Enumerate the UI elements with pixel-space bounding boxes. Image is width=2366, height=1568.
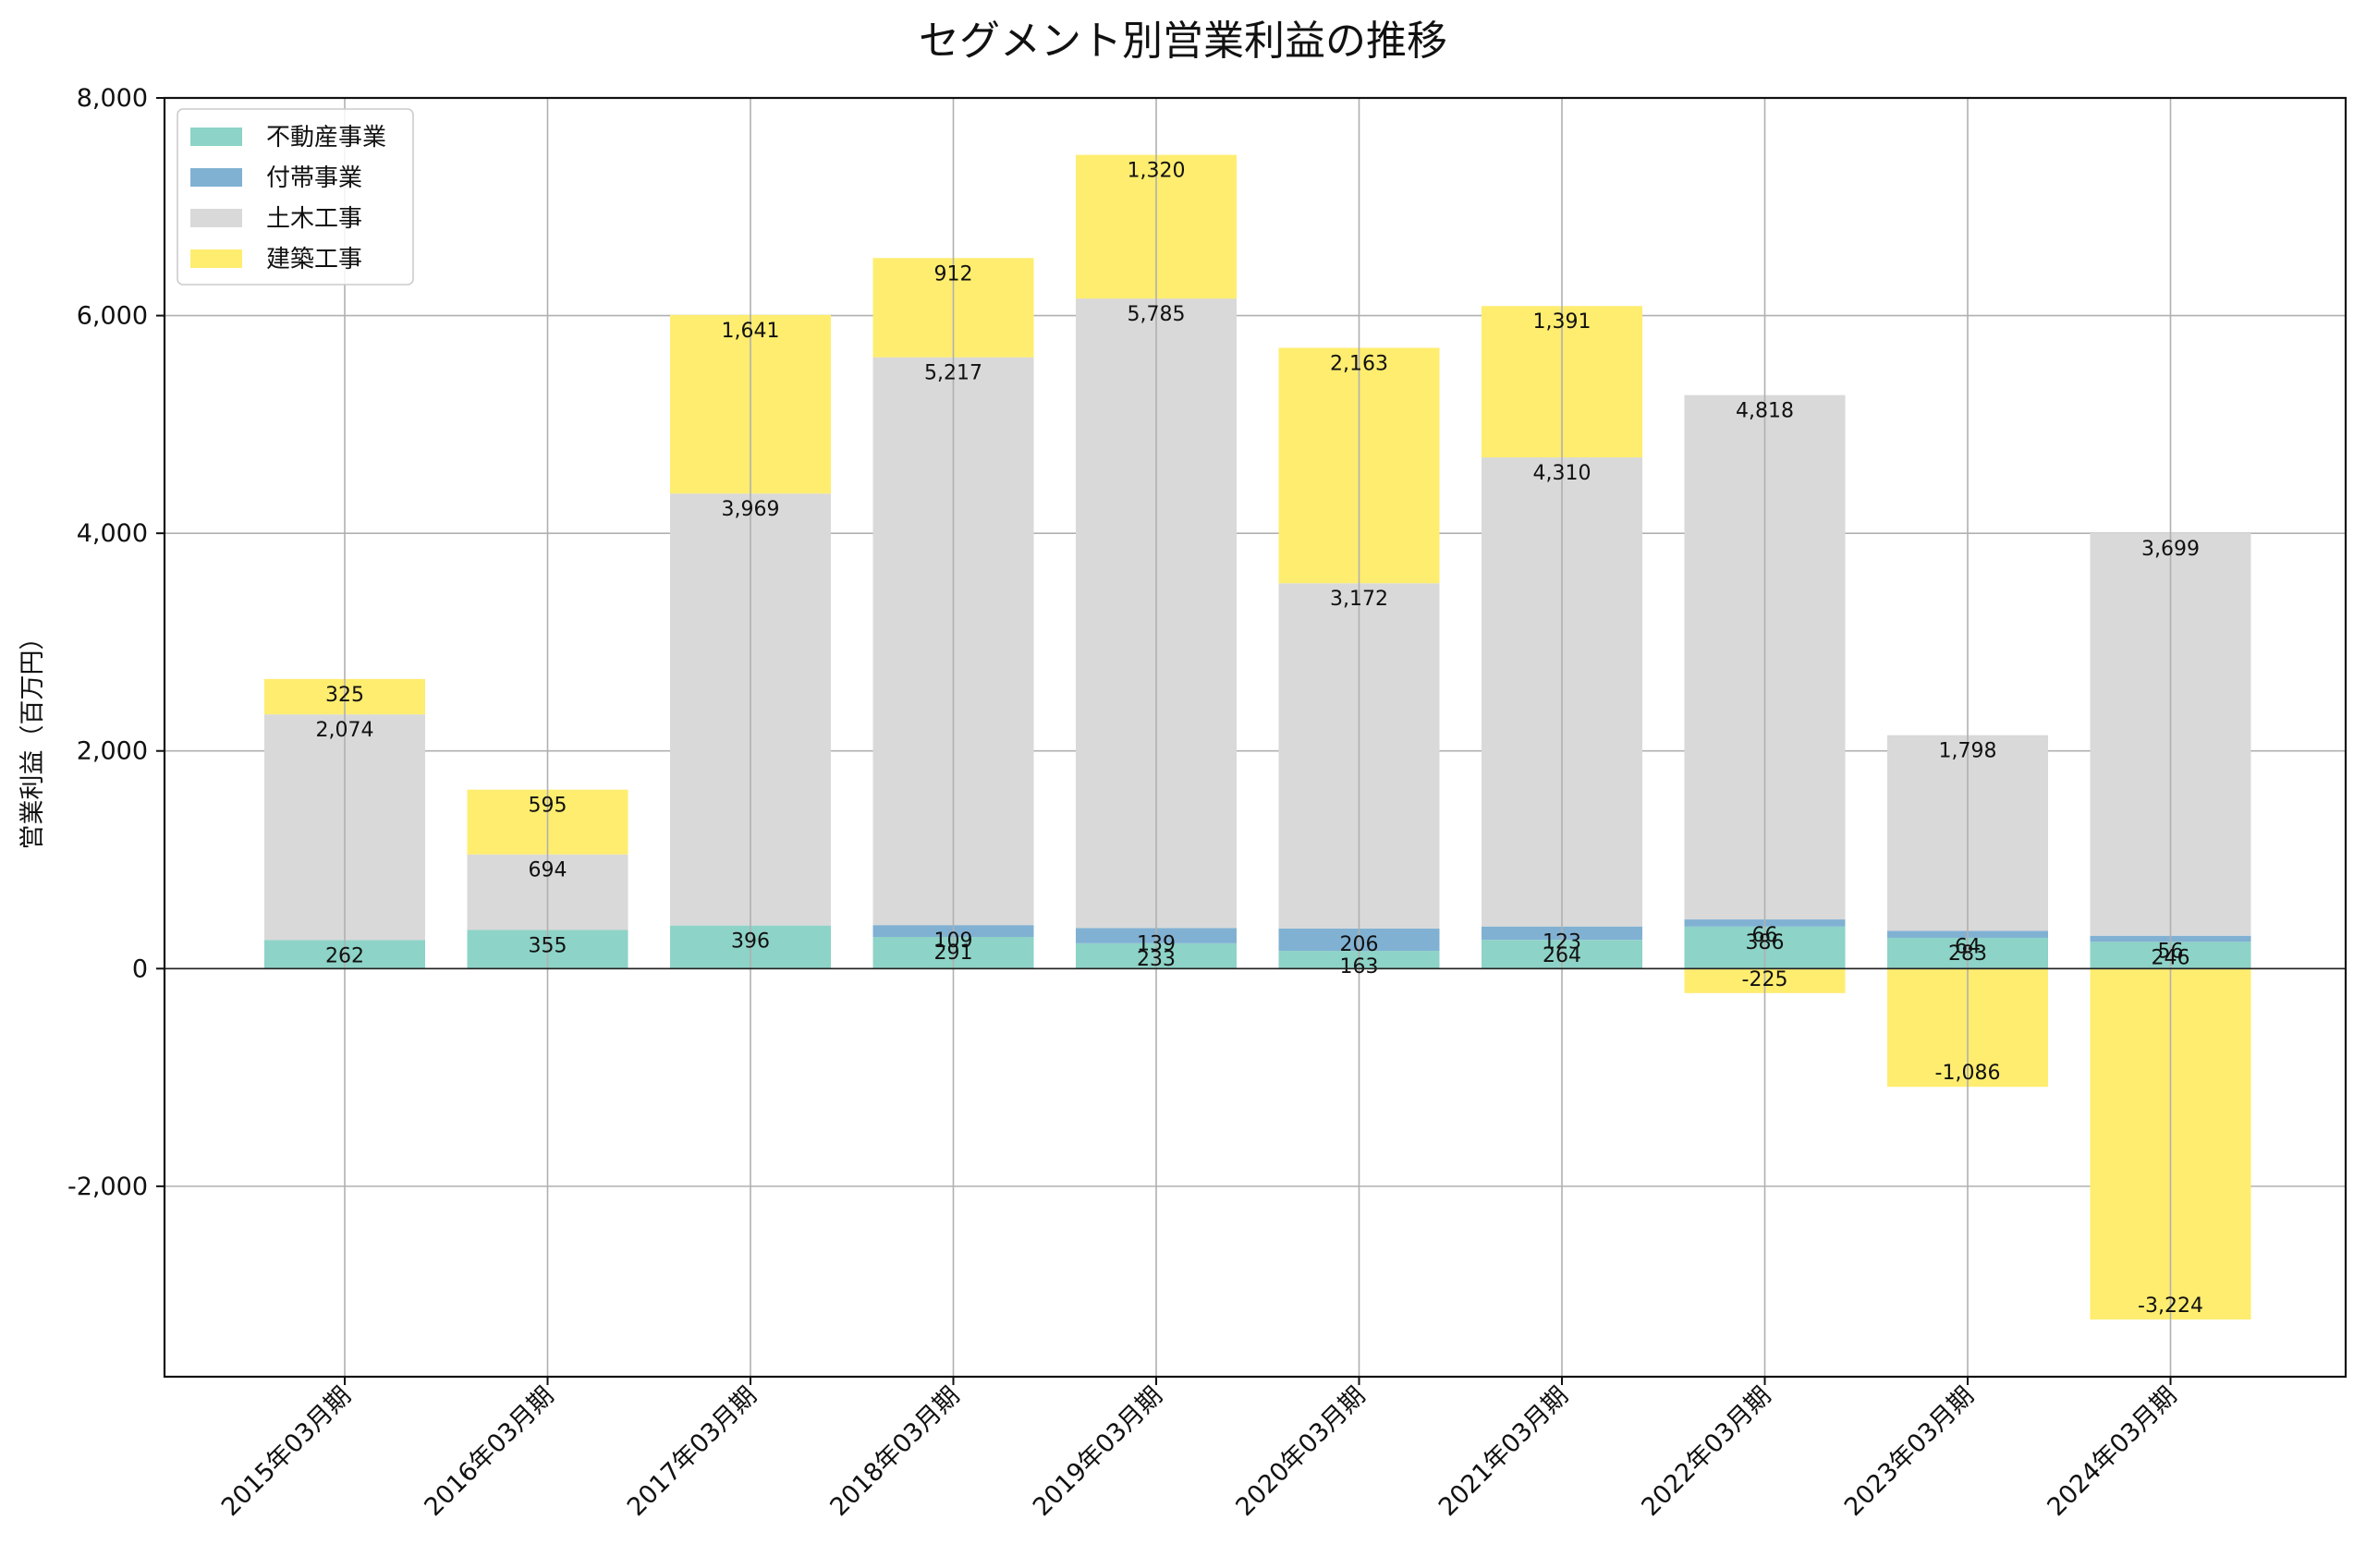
x-tick-label: 2023年03月期 — [1839, 1381, 1980, 1522]
grid-lines-front — [344, 98, 2172, 1377]
plot-frame — [163, 96, 2348, 1379]
data-label: 206 — [1340, 933, 1379, 956]
data-label: 139 — [1137, 932, 1176, 955]
x-tick-label: 2022年03月期 — [1636, 1381, 1776, 1522]
data-label: 264 — [1543, 944, 1581, 967]
data-label: 386 — [1746, 931, 1785, 954]
x-tick-label: 2021年03月期 — [1433, 1381, 1574, 1522]
data-label: 123 — [1543, 931, 1581, 954]
data-label: 1,391 — [1533, 310, 1592, 334]
x-tick-label: 2017年03月期 — [622, 1381, 762, 1522]
data-label: -1,086 — [1935, 1062, 2001, 1085]
data-label: 5,785 — [1128, 303, 1186, 326]
data-label: 5,217 — [924, 362, 982, 385]
x-tick-label: 2019年03月期 — [1028, 1381, 1168, 1522]
x-tick-label: 2018年03月期 — [824, 1381, 965, 1522]
data-label: 109 — [934, 930, 973, 953]
data-label: 694 — [529, 859, 567, 882]
y-axis-label: 営業利益（百万円） — [18, 626, 47, 850]
data-label: -225 — [1742, 968, 1788, 991]
data-label: 912 — [934, 262, 973, 286]
data-label: 56 — [2158, 941, 2184, 964]
legend-label: 不動産事業 — [266, 124, 386, 152]
data-label: 3,969 — [722, 498, 780, 521]
data-label: -3,224 — [2138, 1295, 2203, 1318]
x-tick-label: 2016年03月期 — [419, 1381, 559, 1522]
data-label: 283 — [1948, 942, 1987, 966]
data-label: 64 — [1955, 935, 1981, 958]
data-label: 4,310 — [1533, 462, 1592, 485]
legend-swatch — [190, 209, 242, 227]
data-label: 2,074 — [316, 719, 374, 742]
y-tick-label: 6,000 — [77, 302, 148, 331]
legend-swatch — [190, 249, 242, 268]
data-label: 325 — [325, 684, 364, 707]
y-tick-label: 8,000 — [77, 84, 148, 113]
legend-swatch — [190, 168, 242, 187]
data-label: 1,798 — [1939, 740, 1997, 763]
data-label: 396 — [731, 930, 770, 954]
y-tick-label: 4,000 — [77, 519, 148, 548]
data-label: 4,818 — [1736, 400, 1794, 423]
legend-swatch — [190, 128, 242, 146]
x-tick-label: 2020年03月期 — [1230, 1381, 1371, 1522]
legend-box — [177, 108, 414, 286]
data-label: 355 — [529, 934, 567, 957]
legend-label: 土木工事 — [266, 205, 362, 233]
data-label: 2,163 — [1330, 352, 1388, 375]
x-tick-label: 2015年03月期 — [216, 1381, 357, 1522]
y-tick-label: 2,000 — [77, 737, 148, 766]
data-label: 3,699 — [2141, 538, 2200, 561]
legend-label: 付帯事業 — [266, 164, 362, 192]
chart-title: セグメント別営業利益の推移 — [919, 18, 1447, 65]
data-label: 1,320 — [1128, 160, 1186, 183]
legend-label: 建築工事 — [266, 246, 362, 273]
data-label: 1,641 — [722, 320, 780, 343]
data-label: 163 — [1340, 955, 1379, 978]
data-label: 246 — [2152, 946, 2190, 969]
x-tick-label: 2024年03月期 — [2042, 1381, 2182, 1522]
data-label: 233 — [1137, 948, 1176, 971]
data-label: 595 — [529, 795, 567, 818]
data-label: 3,172 — [1330, 588, 1388, 611]
y-tick-label: -2,000 — [67, 1173, 148, 1201]
data-label: 262 — [325, 944, 364, 967]
data-label: 66 — [1752, 924, 1778, 947]
y-tick-label: 0 — [132, 954, 148, 983]
data-label: 291 — [934, 942, 973, 965]
